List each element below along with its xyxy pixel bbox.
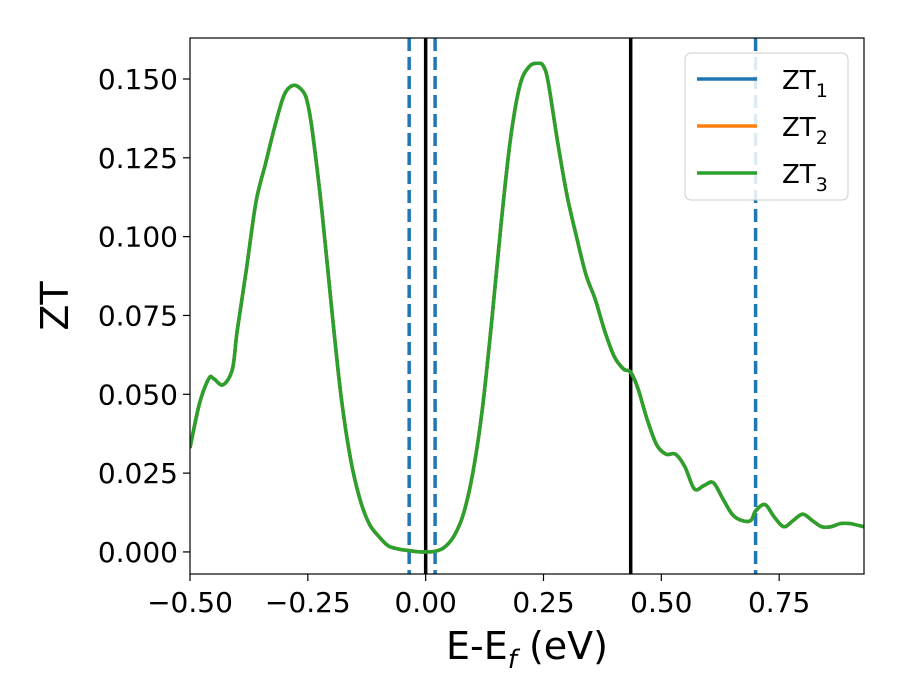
plot-frame [189, 37, 865, 575]
series-lines [190, 61, 864, 554]
x-tick-label: −0.50 [147, 586, 233, 619]
y-tick-label: 0.125 [98, 142, 178, 175]
legend-box [684, 52, 849, 201]
reference-lines [407, 38, 758, 574]
y-tick-label: 0.050 [98, 378, 178, 411]
legend: ZT1 ZT2 ZT3 [684, 52, 849, 201]
x-axis-label: E-Ef (eV) [446, 624, 608, 675]
x-tick-label: 0.25 [512, 586, 574, 619]
x-axis-ticks: −0.50 −0.25 0.00 0.25 0.50 0.75 [147, 574, 810, 619]
x-tick-label: 0.50 [630, 586, 692, 619]
legend-label-3: ZT3 [782, 160, 828, 196]
y-tick-label: 0.000 [98, 536, 178, 569]
y-tick-label: 0.150 [98, 63, 178, 96]
y-tick-label: 0.025 [98, 457, 178, 490]
x-tick-label: 0.00 [394, 586, 456, 619]
y-axis-label: ZT [33, 281, 77, 331]
y-tick-label: 0.075 [98, 299, 178, 332]
legend-label-2: ZT2 [782, 113, 828, 149]
y-tick-label: 0.100 [98, 221, 178, 254]
series-line-3 [190, 61, 864, 554]
x-tick-label: −0.25 [265, 586, 351, 619]
legend-label-1: ZT1 [782, 66, 828, 102]
y-axis-ticks: 0.000 0.025 0.050 0.075 0.100 0.125 0.150 [98, 63, 190, 569]
x-tick-label: 0.75 [748, 586, 810, 619]
